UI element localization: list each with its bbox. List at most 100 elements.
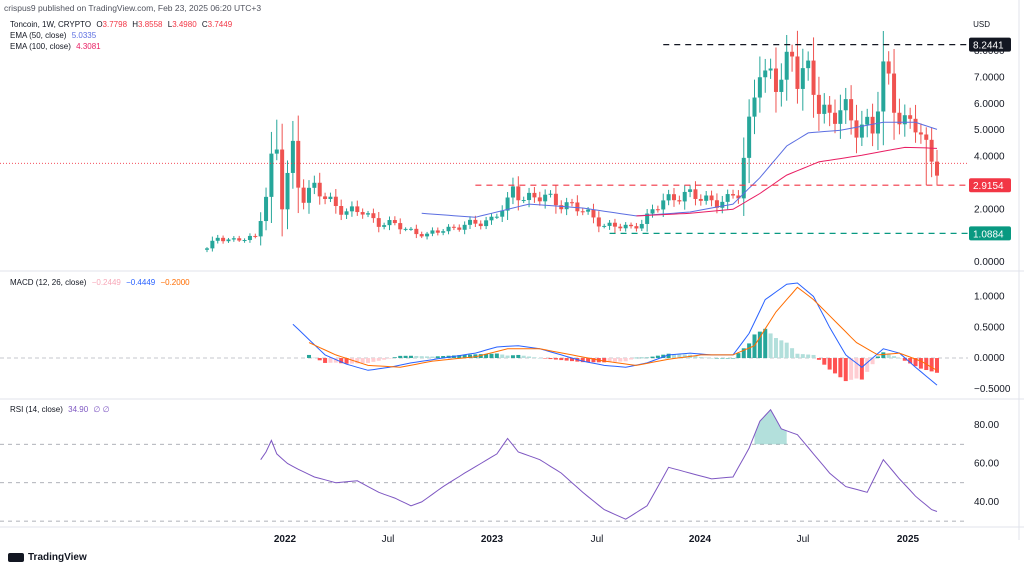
candle-body (387, 220, 392, 226)
candle (790, 44, 795, 72)
ema50-value: 5.0335 (71, 31, 97, 40)
candle (822, 93, 827, 124)
macd-histogram-bar (505, 355, 510, 359)
macd-histogram-bar (312, 357, 317, 359)
candle (607, 220, 612, 230)
macd-histogram-bar (580, 358, 585, 363)
macd-histogram-bar (886, 354, 891, 359)
candle (553, 185, 558, 214)
candle-body (516, 186, 521, 201)
legend-high: 3.8558 (138, 20, 163, 29)
candle (408, 227, 413, 231)
macd-histogram-bar (666, 353, 671, 359)
candle-body (564, 202, 569, 210)
macd-histogram-bar (677, 354, 682, 359)
candle-body (747, 116, 752, 158)
macd-histogram-bar (892, 356, 897, 359)
macd-histogram-bar (414, 355, 419, 359)
tradingview-logo-icon (8, 553, 24, 562)
candle-body (425, 233, 430, 237)
macd-histogram-bar (602, 358, 607, 363)
candle-body (253, 235, 258, 237)
candle-body (398, 223, 403, 230)
candle-body (570, 202, 574, 204)
rsi-axis-tick: 80.00 (974, 420, 999, 431)
macd-histogram-bar (843, 358, 848, 382)
macd-histogram-bar (795, 353, 800, 359)
candle-body (258, 221, 263, 237)
candle (698, 194, 703, 206)
candle-body (634, 226, 639, 229)
macd-histogram-bar (382, 358, 387, 360)
candle (671, 188, 676, 207)
candle (682, 185, 687, 210)
macd-signal-line (308, 286, 938, 371)
candle (403, 227, 408, 232)
candle-body (902, 115, 907, 125)
candle (237, 235, 242, 242)
candle (290, 120, 295, 189)
candle (634, 222, 639, 232)
candle-body (623, 224, 628, 229)
candle (827, 95, 832, 127)
macd-histogram-bar (333, 358, 338, 363)
candle-body (843, 99, 848, 111)
candle (773, 47, 778, 113)
candle-body (392, 220, 397, 224)
legend-low: 3.4980 (172, 20, 197, 29)
candle (371, 208, 376, 223)
candle-body (784, 51, 789, 80)
candle-body (607, 222, 612, 226)
candle (231, 236, 236, 242)
macd-histogram-bar (747, 343, 752, 359)
candle-body (822, 104, 827, 114)
candle-body (725, 194, 730, 202)
ema100-line (636, 146, 938, 217)
candle (881, 30, 886, 146)
macd-histogram-bar (935, 358, 939, 373)
macd-histogram-bar (763, 328, 768, 359)
candle-body (709, 195, 714, 201)
candle-body (736, 195, 741, 199)
tradingview-brand[interactable]: TradingView (8, 552, 87, 563)
candle (349, 201, 354, 217)
macd-histogram-bar (398, 355, 403, 359)
candle-body (816, 94, 821, 114)
candle-body (269, 153, 274, 197)
macd-histogram-bar (682, 354, 687, 359)
candle-body (473, 219, 478, 224)
candle (301, 179, 306, 210)
price-axis-tick: 5.0000 (974, 125, 1005, 136)
candle-body (548, 193, 553, 195)
price-axis-tick: 6.0000 (974, 99, 1005, 110)
candle-body (639, 223, 644, 229)
rsi-label: RSI (14, close) (10, 405, 63, 414)
macd-histogram-bar (902, 358, 907, 361)
macd-histogram-bar (650, 356, 655, 359)
candle (661, 193, 666, 217)
candle (763, 58, 768, 93)
candle-body (650, 209, 655, 214)
macd-histogram-bar (736, 353, 741, 359)
candle (892, 49, 897, 140)
candle-body (897, 112, 902, 125)
candle (714, 193, 719, 214)
candle-body (768, 68, 773, 71)
candle-body (779, 79, 784, 92)
candle (838, 94, 843, 139)
candle-body (521, 200, 526, 202)
price-level-label: 2.9154 (973, 181, 1004, 192)
candle (935, 149, 939, 186)
macd-histogram-bar (806, 354, 811, 359)
macd-histogram-bar (430, 356, 435, 359)
candle-body (457, 227, 462, 230)
rsi-overbought-fill (754, 409, 787, 445)
candle (392, 216, 397, 226)
candle (875, 91, 880, 150)
candle-body (790, 51, 795, 57)
candle-body (543, 194, 548, 202)
candle (929, 127, 934, 178)
candle-body (382, 225, 387, 227)
candle-body (731, 194, 736, 196)
macd-histogram-bar (800, 354, 805, 359)
